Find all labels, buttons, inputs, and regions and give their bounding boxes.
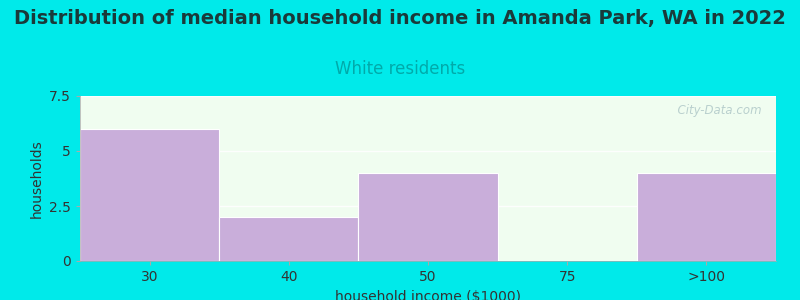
Bar	[358, 173, 498, 261]
X-axis label: household income ($1000): household income ($1000)	[335, 290, 521, 300]
Bar	[219, 217, 358, 261]
Bar	[80, 129, 219, 261]
Text: Distribution of median household income in Amanda Park, WA in 2022: Distribution of median household income …	[14, 9, 786, 28]
Text: White residents: White residents	[335, 60, 465, 78]
Text: City-Data.com: City-Data.com	[670, 104, 762, 117]
Bar	[637, 173, 776, 261]
Y-axis label: households: households	[30, 139, 43, 218]
